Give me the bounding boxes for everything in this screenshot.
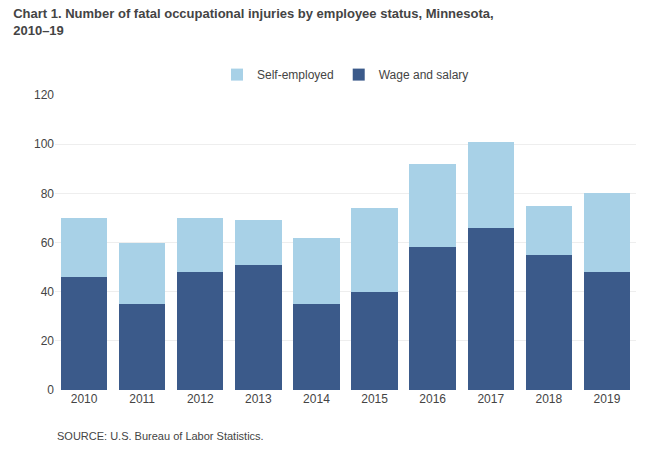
svg-text:40: 40 [41,285,55,299]
svg-text:Wage and salary: Wage and salary [379,68,469,82]
svg-text:2015: 2015 [361,392,388,406]
svg-text:2013: 2013 [245,392,272,406]
svg-text:120: 120 [34,88,54,102]
svg-text:60: 60 [41,236,55,250]
svg-text:Chart 1. Number of fatal occup: Chart 1. Number of fatal occupational in… [13,6,493,38]
svg-text:2014: 2014 [303,392,330,406]
svg-text:0: 0 [47,383,54,397]
svg-text:SOURCE: U.S. Bureau of Labor S: SOURCE: U.S. Bureau of Labor Statistics. [57,430,264,442]
svg-text:2011: 2011 [129,392,155,406]
svg-text:2019: 2019 [594,392,621,406]
svg-text:20: 20 [41,334,55,348]
svg-text:80: 80 [41,187,55,201]
svg-text:2012: 2012 [187,392,214,406]
svg-text:100: 100 [34,137,54,151]
svg-text:2010: 2010 [71,392,98,406]
svg-text:Self-employed: Self-employed [257,68,334,82]
svg-text:2018: 2018 [535,392,562,406]
svg-text:2017: 2017 [477,392,504,406]
svg-text:2016: 2016 [419,392,446,406]
